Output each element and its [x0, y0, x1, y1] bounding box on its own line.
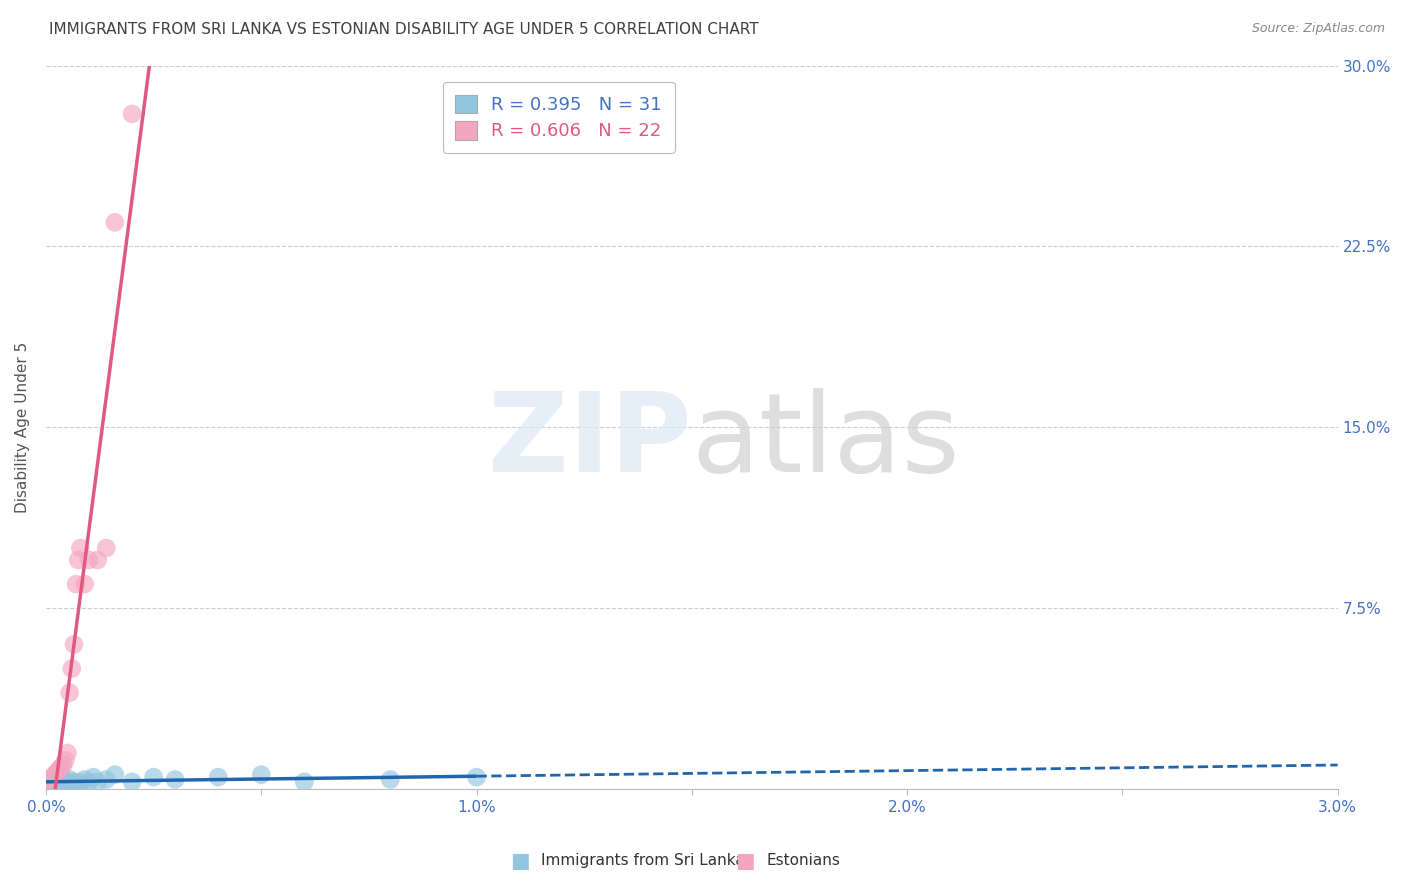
Point — [67, 553, 90, 567]
Point — [53, 777, 76, 791]
Point — [65, 577, 87, 591]
Point — [250, 767, 273, 781]
Point — [48, 775, 70, 789]
Point — [39, 772, 62, 787]
Point — [380, 772, 402, 787]
Point — [96, 772, 118, 787]
Point — [41, 770, 63, 784]
Point — [48, 763, 70, 777]
Point — [53, 753, 76, 767]
Point — [207, 770, 229, 784]
Point — [69, 775, 91, 789]
Text: ■: ■ — [735, 851, 755, 871]
Point — [104, 767, 127, 781]
Point — [65, 780, 87, 794]
Y-axis label: Disability Age Under 5: Disability Age Under 5 — [15, 342, 30, 513]
Point — [104, 215, 127, 229]
Point — [44, 767, 66, 781]
Point — [49, 760, 72, 774]
Point — [86, 775, 108, 789]
Point — [73, 772, 96, 787]
Point — [77, 553, 100, 567]
Point — [52, 772, 75, 787]
Point — [121, 775, 143, 789]
Point — [86, 553, 108, 567]
Point — [292, 775, 315, 789]
Text: IMMIGRANTS FROM SRI LANKA VS ESTONIAN DISABILITY AGE UNDER 5 CORRELATION CHART: IMMIGRANTS FROM SRI LANKA VS ESTONIAN DI… — [49, 22, 759, 37]
Legend: R = 0.395   N = 31, R = 0.606   N = 22: R = 0.395 N = 31, R = 0.606 N = 22 — [443, 82, 675, 153]
Point — [44, 775, 66, 789]
Point — [59, 686, 82, 700]
Point — [82, 770, 104, 784]
Point — [465, 770, 488, 784]
Text: Source: ZipAtlas.com: Source: ZipAtlas.com — [1251, 22, 1385, 36]
Point — [49, 780, 72, 794]
Point — [63, 637, 86, 651]
Text: ZIP: ZIP — [488, 388, 692, 495]
Point — [77, 775, 100, 789]
Point — [165, 772, 187, 787]
Point — [45, 765, 67, 780]
Point — [60, 661, 83, 675]
Point — [63, 775, 86, 789]
Point — [67, 777, 90, 791]
Point — [37, 775, 59, 789]
Point — [60, 777, 83, 791]
Text: ■: ■ — [510, 851, 530, 871]
Point — [37, 775, 59, 789]
Point — [59, 772, 82, 787]
Point — [73, 577, 96, 591]
Point — [41, 772, 63, 787]
Text: atlas: atlas — [692, 388, 960, 495]
Point — [121, 107, 143, 121]
Point — [96, 541, 118, 555]
Point — [45, 770, 67, 784]
Point — [52, 758, 75, 772]
Point — [69, 541, 91, 555]
Point — [56, 775, 79, 789]
Text: Estonians: Estonians — [766, 854, 841, 868]
Text: Immigrants from Sri Lanka: Immigrants from Sri Lanka — [541, 854, 745, 868]
Point — [142, 770, 165, 784]
Point — [56, 746, 79, 760]
Point — [44, 777, 66, 791]
Point — [39, 777, 62, 791]
